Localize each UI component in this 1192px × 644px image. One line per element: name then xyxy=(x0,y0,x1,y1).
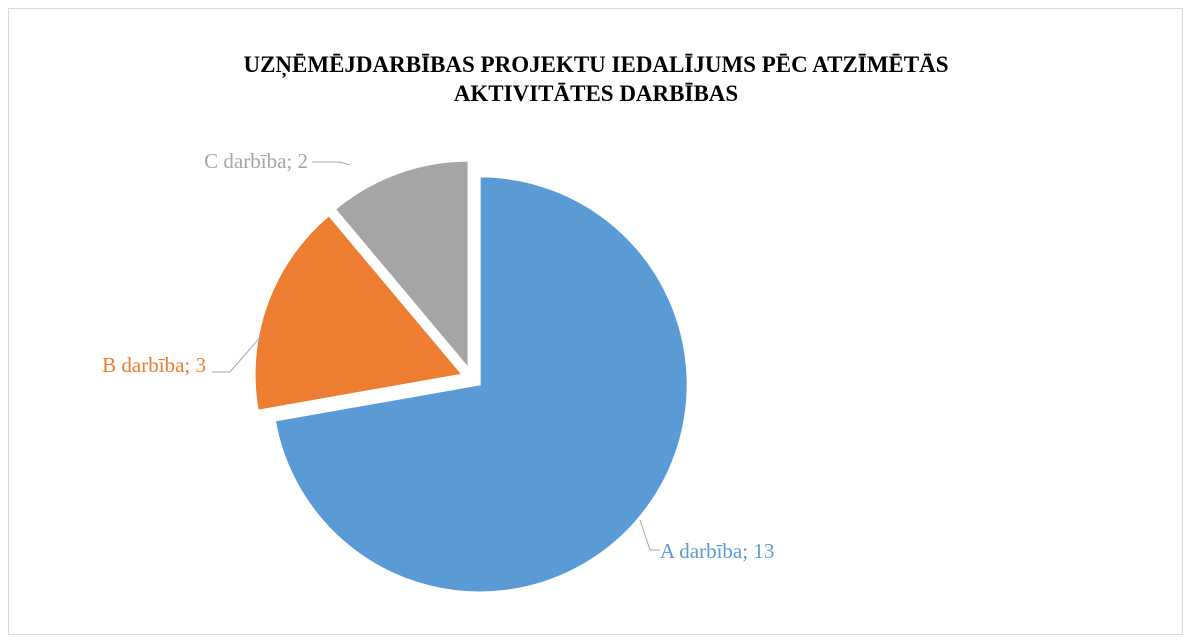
pie-slice xyxy=(253,213,465,412)
data-label: C darbība; 2 xyxy=(204,149,308,173)
chart-title: UZŅĒMĒJDARBĪBAS PROJEKTU IEDALĪJUMS PĒC … xyxy=(243,52,949,106)
data-label-value: 3 xyxy=(196,353,207,377)
data-label-value: 2 xyxy=(298,149,309,173)
pie-slice xyxy=(273,175,689,594)
data-label-category: B darbība xyxy=(102,353,185,377)
leader-line xyxy=(312,161,351,166)
pie-slice xyxy=(333,159,470,372)
chart-title-box: UZŅĒMĒJDARBĪBAS PROJEKTU IEDALĪJUMS PĒC … xyxy=(0,50,1192,108)
data-label-separator: ; xyxy=(184,353,195,377)
data-label-separator: ; xyxy=(286,149,297,173)
data-label: A darbība; 13 xyxy=(660,539,774,563)
data-label-separator: ; xyxy=(742,539,753,563)
chart-frame xyxy=(8,8,1183,635)
data-label: B darbība; 3 xyxy=(102,353,206,377)
data-label-category: A darbība xyxy=(660,539,743,563)
data-label-value: 13 xyxy=(753,539,774,563)
leader-line xyxy=(212,334,263,373)
data-label-category: C darbība xyxy=(204,149,287,173)
leader-line xyxy=(639,519,660,551)
